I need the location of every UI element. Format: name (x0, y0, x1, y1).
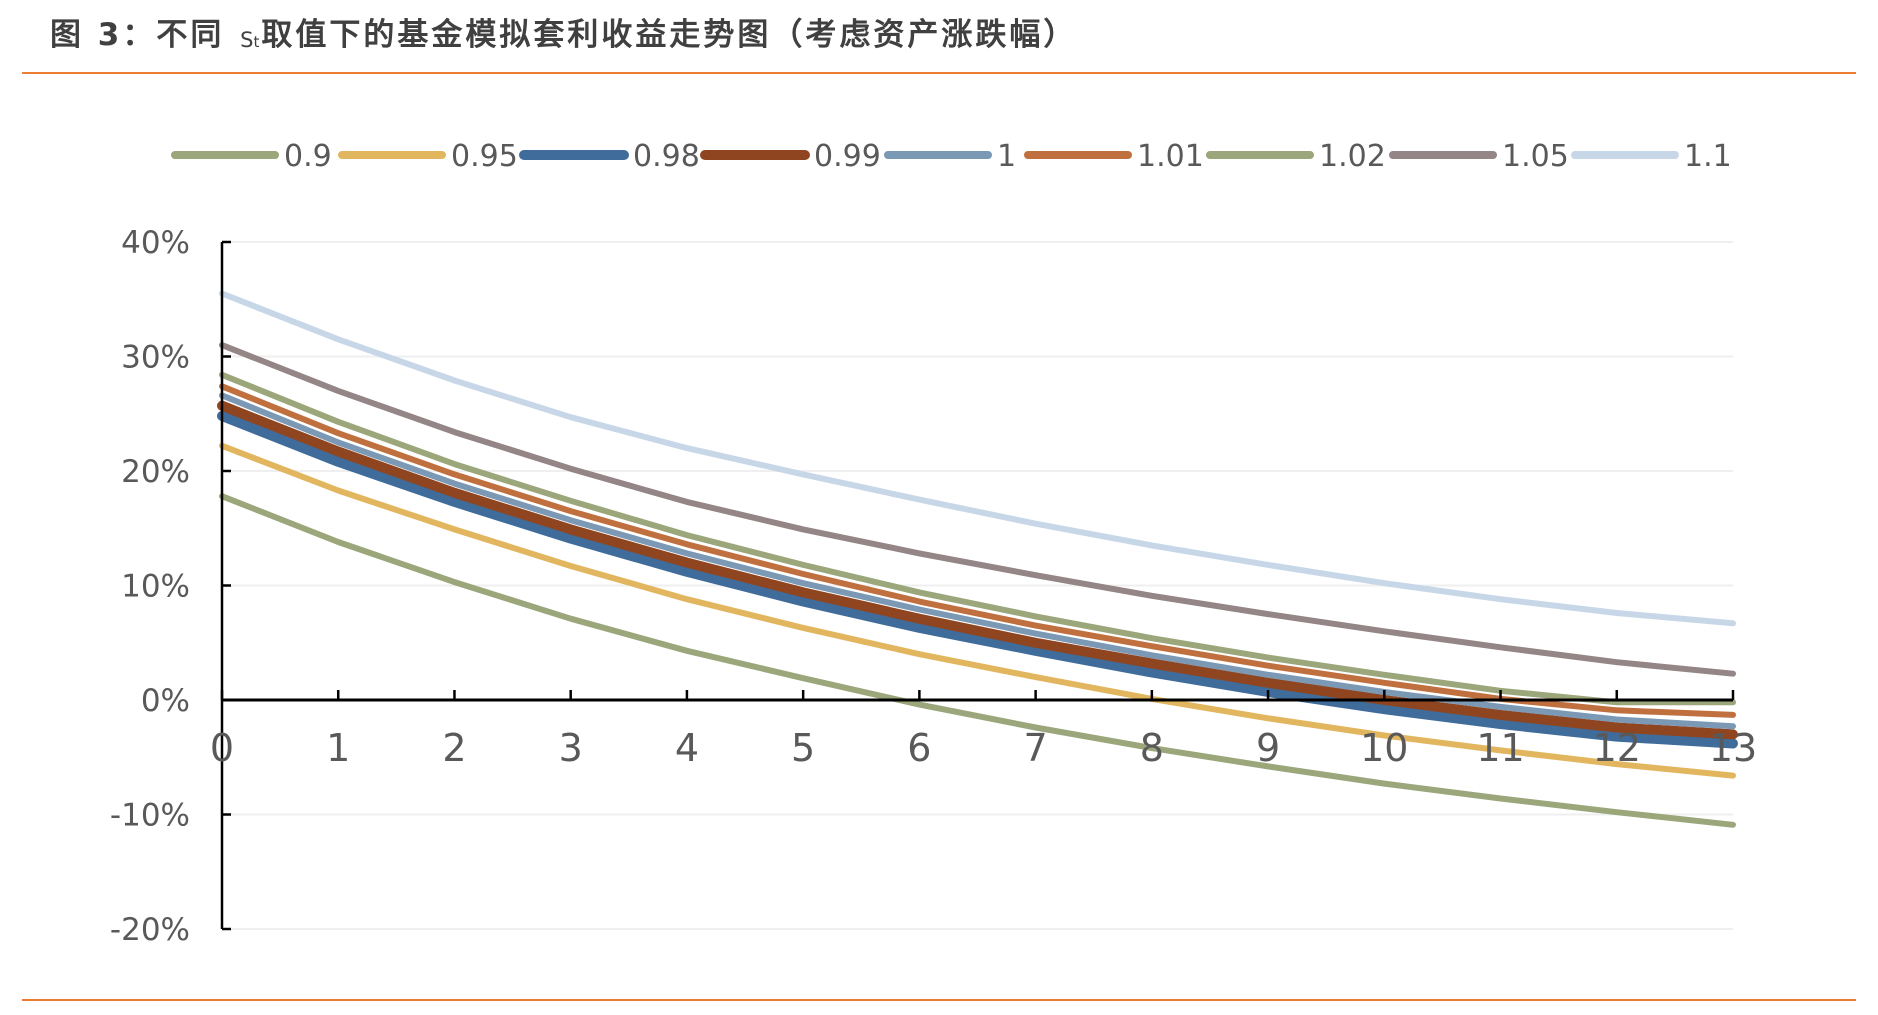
x-tick-label: 5 (791, 726, 815, 770)
series-line-1.1 (219, 290, 1736, 627)
title-suffix: 取值下的基金模拟套利收益走势图（考虑资产涨跌幅） (261, 17, 1078, 53)
title-symbol-main: S (240, 28, 254, 52)
chart-title: 图 3：不同 St取值下的基金模拟套利收益走势图（考虑资产涨跌幅） (50, 10, 1077, 60)
bottom-divider (22, 999, 1856, 1001)
y-tick-label: 0% (141, 683, 190, 719)
y-tick-label: 20% (121, 454, 190, 490)
title-symbol: St (240, 28, 259, 52)
x-tick-label: 13 (1709, 726, 1757, 770)
x-tick-label: 0 (210, 726, 234, 770)
series-line-0.9 (219, 493, 1736, 828)
x-tick-label: 1 (326, 726, 350, 770)
x-tick-label: 12 (1593, 726, 1641, 770)
legend-label-0.9: 0.9 (284, 139, 332, 174)
legend-label-1: 1 (997, 139, 1016, 174)
legend-label-1.05: 1.05 (1502, 139, 1569, 174)
series-line-0.99 (217, 400, 1738, 740)
legend-label-1.01: 1.01 (1137, 139, 1204, 174)
x-tick-label: 7 (1024, 726, 1048, 770)
series-line-1.01 (219, 383, 1736, 718)
series-line-0.98 (217, 411, 1738, 749)
y-tick-label: 40% (121, 225, 190, 261)
top-divider (22, 72, 1856, 74)
x-tick-label: 10 (1360, 726, 1408, 770)
series-line-1.02 (219, 371, 1736, 706)
legend-label-1.1: 1.1 (1684, 139, 1732, 174)
series-line-0.95 (219, 442, 1736, 779)
legend-label-0.99: 0.99 (814, 139, 881, 174)
x-tick-label: 4 (675, 726, 699, 770)
x-tick-label: 8 (1140, 726, 1164, 770)
legend-label-0.98: 0.98 (633, 139, 700, 174)
series-line-1.05 (219, 342, 1736, 677)
y-tick-label: -10% (110, 798, 190, 834)
y-tick-label: -20% (110, 912, 190, 948)
y-tick-label: 30% (121, 340, 190, 376)
legend-label-0.95: 0.95 (451, 139, 518, 174)
x-tick-label: 9 (1256, 726, 1280, 770)
x-tick-label: 2 (442, 726, 466, 770)
y-tick-label: 10% (121, 569, 190, 605)
x-tick-label: 3 (559, 726, 583, 770)
x-tick-label: 11 (1476, 726, 1524, 770)
legend-label-1.02: 1.02 (1319, 139, 1386, 174)
title-prefix: 图 3：不同 (50, 17, 239, 53)
series-line-1 (219, 392, 1736, 730)
x-tick-label: 6 (907, 726, 931, 770)
title-symbol-sub: t (253, 33, 260, 51)
